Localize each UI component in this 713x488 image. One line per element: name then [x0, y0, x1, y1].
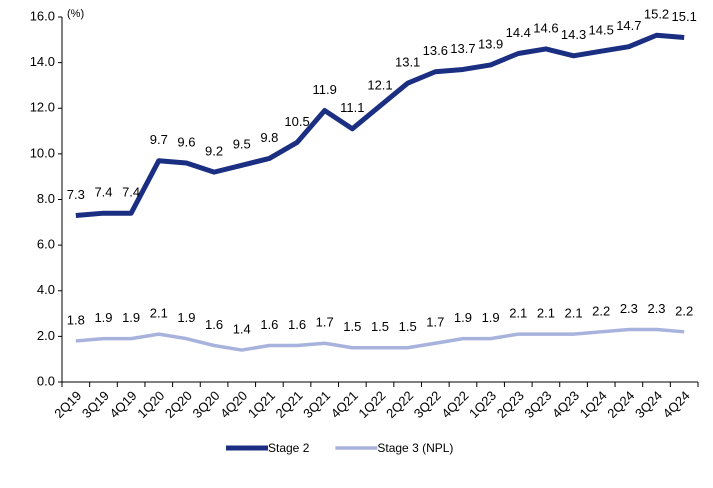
- data-label: 10.5: [284, 114, 309, 129]
- x-tick-label: 1Q23: [466, 388, 499, 421]
- x-tick-label: 4Q20: [217, 388, 250, 421]
- data-label: 1.4: [233, 322, 251, 337]
- series-line: [75, 327, 685, 352]
- data-label: 1.9: [482, 310, 500, 325]
- data-label: 2.2: [675, 303, 693, 318]
- y-tick-label: 6.0: [37, 237, 55, 252]
- x-tick-label: 2Q22: [383, 388, 416, 421]
- data-label: 1.5: [343, 319, 361, 334]
- data-label: 13.1: [395, 55, 420, 70]
- data-label: 11.9: [313, 82, 337, 97]
- data-label: 1.8: [67, 312, 85, 327]
- data-label: 15.2: [644, 7, 669, 22]
- data-label: 14.7: [616, 18, 641, 33]
- x-tick-label: 3Q20: [190, 388, 223, 421]
- data-label: 9.6: [177, 134, 195, 149]
- data-label: 1.7: [316, 315, 334, 330]
- data-label: 1.9: [94, 310, 112, 325]
- x-tick-label: 2Q21: [272, 388, 305, 421]
- data-label: 2.1: [537, 306, 555, 321]
- y-tick-label: 4.0: [37, 282, 55, 297]
- data-label: 1.9: [177, 310, 195, 325]
- data-label: 14.3: [561, 27, 586, 42]
- series-line: [75, 32, 685, 218]
- data-label: 7.4: [122, 185, 140, 200]
- data-label: 2.3: [647, 301, 665, 316]
- data-label: 7.4: [94, 185, 112, 200]
- x-tick-label: 3Q19: [79, 388, 112, 421]
- x-tick-label: 2Q24: [604, 388, 637, 421]
- data-label: 1.6: [260, 317, 278, 332]
- data-label: 1.6: [205, 317, 223, 332]
- data-label: 2.1: [565, 306, 583, 321]
- data-label: 15.1: [672, 9, 697, 24]
- unit-label: (%): [67, 8, 84, 20]
- data-label: 1.9: [122, 310, 140, 325]
- data-label: 2.3: [620, 301, 638, 316]
- data-label: 1.5: [399, 319, 417, 334]
- data-label: 1.5: [371, 319, 389, 334]
- x-tick-label: 4Q23: [549, 388, 582, 421]
- x-tick-label: 4Q19: [107, 388, 140, 421]
- data-label: 1.9: [454, 310, 472, 325]
- data-label: 2.1: [150, 306, 168, 321]
- y-tick-label: 8.0: [37, 191, 55, 206]
- data-label: 14.4: [506, 25, 531, 40]
- data-label: 9.7: [150, 132, 168, 147]
- data-label: 1.6: [288, 317, 306, 332]
- x-tick-label: 1Q24: [577, 388, 610, 421]
- data-label: 9.8: [260, 130, 278, 145]
- data-label: 2.2: [592, 303, 610, 318]
- x-tick-label: 3Q21: [300, 388, 333, 421]
- x-tick-label: 3Q24: [632, 388, 665, 421]
- x-tick-label: 3Q23: [521, 388, 554, 421]
- legend-label: Stage 3 (NPL): [377, 441, 453, 455]
- x-tick-label: 4Q24: [660, 388, 693, 421]
- data-label: 11.1: [340, 100, 364, 115]
- data-label: 14.6: [533, 20, 558, 35]
- y-tick-label: 16.0: [30, 8, 55, 23]
- y-tick-label: 0.0: [37, 373, 55, 388]
- data-label: 13.9: [478, 36, 503, 51]
- data-label: 13.7: [450, 41, 475, 56]
- x-tick-label: 1Q22: [355, 388, 388, 421]
- data-label: 13.6: [423, 43, 448, 58]
- legend-label: Stage 2: [268, 441, 310, 455]
- data-label: 1.7: [426, 315, 444, 330]
- y-tick-label: 10.0: [30, 145, 55, 160]
- x-tick-label: 3Q22: [411, 388, 444, 421]
- y-tick-label: 14.0: [30, 54, 55, 69]
- x-tick-label: 4Q21: [328, 388, 361, 421]
- y-tick-label: 2.0: [37, 328, 55, 343]
- data-label: 2.1: [509, 306, 527, 321]
- x-tick-label: 4Q22: [438, 388, 471, 421]
- x-tick-label: 1Q20: [134, 388, 167, 421]
- data-label: 14.5: [589, 23, 614, 38]
- data-label: 12.1: [367, 77, 392, 92]
- y-tick-label: 12.0: [30, 100, 55, 115]
- x-tick-label: 2Q23: [494, 388, 527, 421]
- x-tick-label: 2Q19: [51, 388, 84, 421]
- data-label: 9.2: [205, 144, 223, 159]
- x-tick-label: 2Q20: [162, 388, 195, 421]
- data-label: 9.5: [233, 137, 251, 152]
- data-label: 7.3: [67, 187, 85, 202]
- x-tick-label: 1Q21: [245, 388, 278, 421]
